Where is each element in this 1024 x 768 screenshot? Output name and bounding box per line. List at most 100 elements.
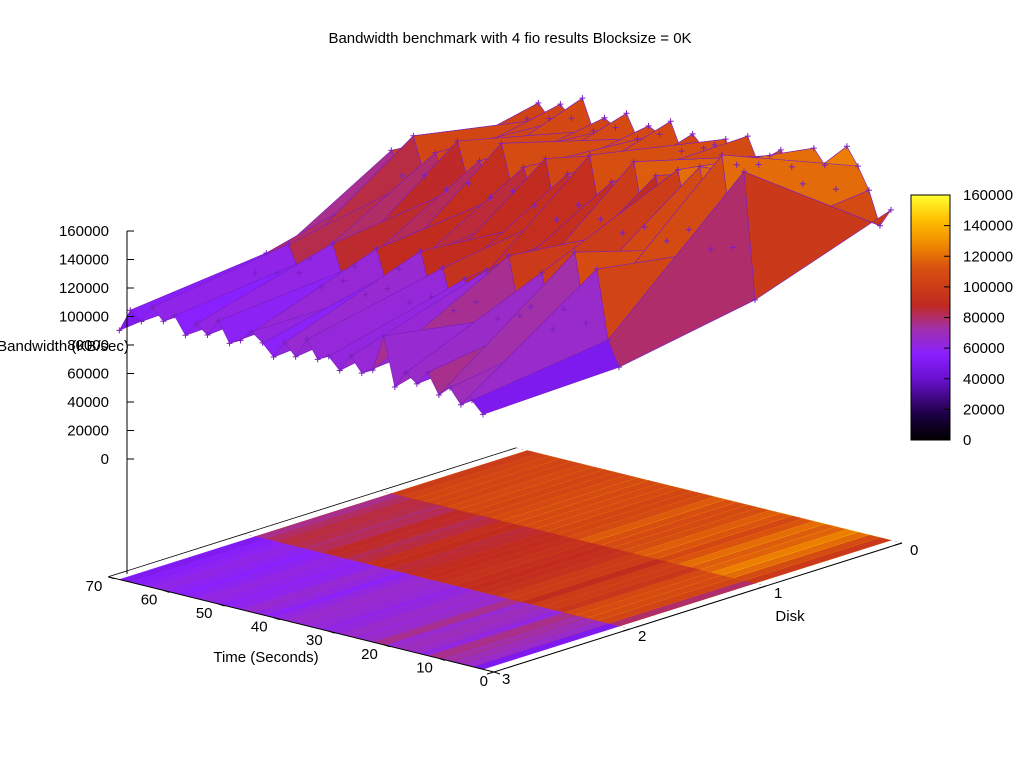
data-point: [413, 380, 420, 387]
data-point: [832, 186, 839, 193]
data-point: [487, 194, 494, 201]
x-axis-label: Time (Seconds): [213, 649, 318, 666]
data-point: [402, 369, 409, 376]
data-point: [263, 250, 270, 257]
data-point: [744, 133, 751, 140]
y-tick-label: 1: [774, 585, 782, 602]
data-point: [307, 255, 314, 262]
data-point: [182, 332, 189, 339]
z-tick-label: 80000: [67, 337, 109, 354]
data-point: [755, 161, 762, 168]
x-tick: [163, 589, 170, 593]
data-point: [417, 248, 424, 255]
data-point: [509, 188, 516, 195]
data-point: [347, 353, 354, 360]
data-point: [483, 267, 490, 274]
z-tick-label: 100000: [59, 309, 109, 326]
x-tick: [218, 603, 225, 607]
colorbar-tick-label: 140000: [963, 218, 1013, 235]
x-tick-label: 60: [141, 591, 158, 608]
data-point: [667, 118, 674, 125]
data-point: [388, 147, 395, 154]
x-tick-label: 20: [361, 646, 378, 663]
data-point: [601, 114, 608, 121]
y-tick: [894, 542, 903, 546]
data-point: [340, 277, 347, 284]
data-point: [358, 370, 365, 377]
data-point: [116, 327, 123, 334]
data-point: [373, 245, 380, 252]
data-point: [505, 252, 512, 259]
colorbar-tick-label: 40000: [963, 371, 1005, 388]
data-point: [843, 143, 850, 150]
data-point: [718, 151, 725, 158]
data-point: [652, 172, 659, 179]
data-point: [171, 312, 178, 319]
x-tick: [328, 630, 335, 634]
data-point: [740, 168, 747, 175]
z-axis-label: Bandwidth (KB/sec): [0, 338, 129, 355]
colorbar-tick-label: 0: [963, 432, 971, 449]
data-point: [237, 337, 244, 344]
data-point: [281, 339, 288, 346]
data-point: [722, 136, 729, 143]
data-point: [619, 230, 626, 237]
z-tick-label: 160000: [59, 223, 109, 240]
x-tick: [383, 644, 390, 648]
data-point: [138, 318, 145, 325]
data-point: [424, 369, 431, 376]
data-point: [226, 340, 233, 347]
data-point: [498, 140, 505, 147]
data-point: [494, 315, 501, 322]
data-point: [700, 144, 707, 151]
data-point: [542, 155, 549, 162]
data-point: [788, 163, 795, 170]
z-tick-label: 0: [101, 451, 109, 468]
data-point: [479, 411, 486, 418]
data-point: [461, 276, 468, 283]
data-point: [549, 326, 556, 333]
x-tick-label: 50: [196, 605, 213, 622]
data-point: [457, 401, 464, 408]
surface-mesh: [116, 95, 894, 418]
data-point: [575, 202, 582, 209]
colorbar-tick-label: 60000: [963, 340, 1005, 357]
data-point: [362, 291, 369, 298]
data-point: [248, 328, 255, 335]
data-point: [678, 148, 685, 155]
data-point: [766, 152, 773, 159]
colorbar-tick-label: 100000: [963, 279, 1013, 296]
data-point: [568, 115, 575, 122]
data-point: [865, 187, 872, 194]
y-tick: [758, 585, 767, 589]
data-point: [325, 353, 332, 360]
data-point: [553, 216, 560, 223]
x-axis-line: [108, 576, 495, 673]
data-point: [560, 306, 567, 313]
y-tick-label: 3: [502, 671, 510, 688]
data-point: [149, 304, 156, 311]
data-point: [674, 166, 681, 173]
data-point: [663, 238, 670, 245]
x-tick-label: 0: [480, 673, 488, 690]
x-tick-label: 70: [86, 578, 103, 595]
data-point: [399, 172, 406, 179]
z-tick-label: 60000: [67, 366, 109, 383]
data-point: [303, 336, 310, 343]
data-point: [432, 149, 439, 156]
data-point: [535, 99, 542, 106]
data-point: [582, 320, 589, 327]
data-point: [160, 318, 167, 325]
x-tick: [273, 617, 280, 621]
data-point: [696, 163, 703, 170]
back-axis-line: [108, 447, 517, 578]
data-point: [443, 186, 450, 193]
data-point: [751, 296, 758, 303]
data-point: [597, 216, 604, 223]
x-tick-label: 30: [306, 632, 323, 649]
data-point: [468, 397, 475, 404]
data-point: [799, 180, 806, 187]
data-point: [351, 263, 358, 270]
data-point: [520, 164, 527, 171]
y-tick: [622, 628, 631, 632]
